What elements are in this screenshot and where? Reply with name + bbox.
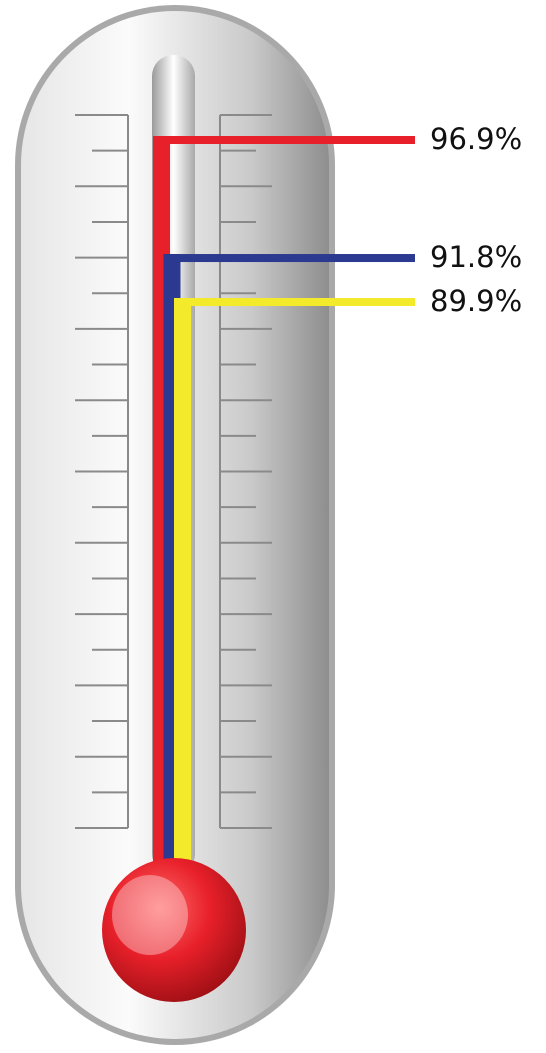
marks xyxy=(153,136,415,870)
value-label: 89.9% xyxy=(430,284,522,318)
leader-line xyxy=(163,254,415,263)
value-label: 91.8% xyxy=(430,240,522,274)
bulb-highlight xyxy=(112,875,188,955)
value-label: 96.9% xyxy=(430,122,522,156)
leader-line xyxy=(153,136,415,144)
leader-line xyxy=(174,298,415,306)
scale xyxy=(75,114,272,829)
column xyxy=(174,298,191,870)
bulb xyxy=(102,858,246,1002)
